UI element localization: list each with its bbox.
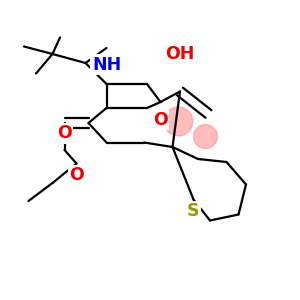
Text: O: O [153, 111, 168, 129]
Circle shape [194, 124, 218, 148]
Circle shape [164, 107, 193, 136]
Text: O: O [57, 124, 72, 142]
Text: S: S [187, 202, 200, 220]
Text: NH: NH [92, 56, 121, 74]
Text: OH: OH [165, 45, 195, 63]
Text: O: O [69, 167, 84, 184]
